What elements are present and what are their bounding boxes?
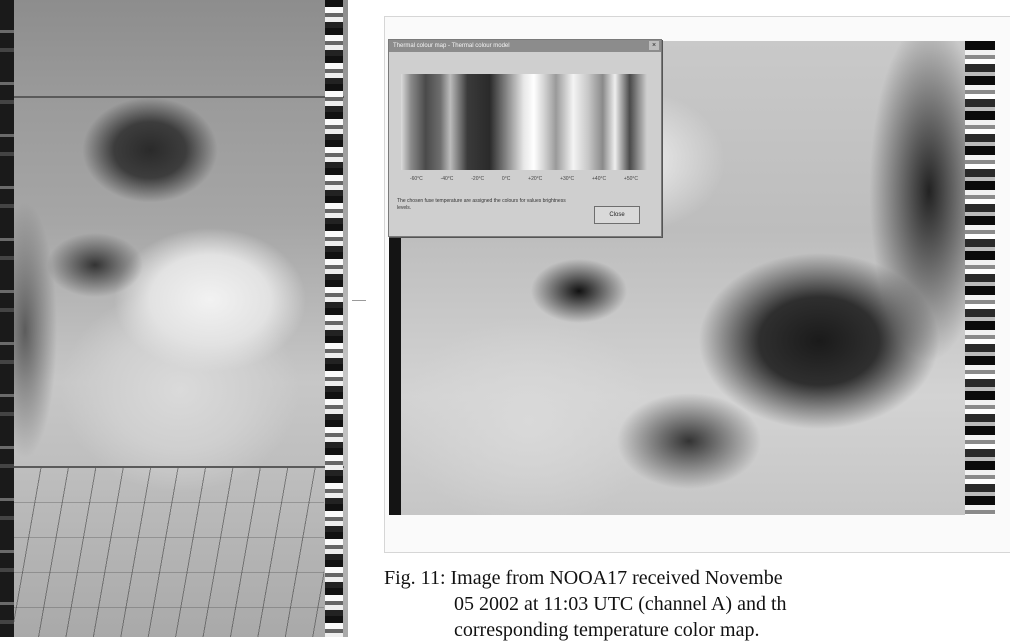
figure-caption: Fig. 11: Image from NOOA17 received Nove…: [384, 565, 1010, 643]
left-telemetry-ticks: [0, 0, 14, 637]
frame-separator-top: [14, 96, 344, 98]
scale-label: -40°C: [440, 176, 454, 182]
connector-dash: [352, 300, 366, 301]
scale-label: +40°C: [592, 176, 607, 182]
frame-separator-bottom: [14, 466, 344, 468]
caption-line-2: 05 2002 at 11:03 UTC (channel A) and th: [454, 593, 787, 615]
colour-spectrum: [401, 74, 647, 170]
caption-line-3: corresponding temperature color map.: [454, 619, 760, 641]
close-button[interactable]: Close: [594, 206, 640, 224]
dialog-titlebar: Thermal colour map - Thermal colour mode…: [389, 40, 661, 52]
scale-label: -60°C: [409, 176, 423, 182]
dialog-note: The chosen fuse temperature are assigned…: [397, 198, 566, 211]
left-satellite-image: [0, 0, 348, 637]
scale-label: -20°C: [471, 176, 485, 182]
temperature-colorbar: [965, 41, 995, 515]
dialog-title: Thermal colour map - Thermal colour mode…: [393, 43, 510, 49]
lat-lon-grid-overlay: [14, 468, 324, 637]
scale-label: +20°C: [528, 176, 543, 182]
calibration-bar: [325, 0, 343, 637]
scale-label: +30°C: [560, 176, 575, 182]
caption-line-1: Fig. 11: Image from NOOA17 received Nove…: [384, 567, 783, 589]
scale-label: 0°C: [501, 176, 511, 182]
scale-label: +50°C: [623, 176, 639, 182]
colour-map-dialog: Thermal colour map - Thermal colour mode…: [388, 39, 662, 237]
temperature-scale: -60°C -40°C -20°C 0°C +20°C +30°C +40°C …: [401, 176, 647, 182]
close-icon[interactable]: ×: [649, 41, 659, 50]
